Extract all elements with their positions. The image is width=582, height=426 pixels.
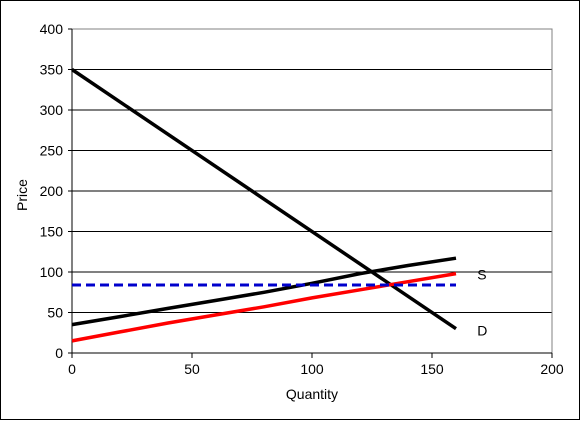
y-tick-label: 400	[40, 21, 64, 37]
x-axis-label: Quantity	[286, 386, 338, 402]
annotation-label-S: S	[477, 266, 486, 282]
y-tick-label: 100	[40, 264, 64, 280]
y-axis-label: Price	[14, 179, 30, 211]
annotation-label-D: D	[477, 322, 487, 338]
series-line-red	[71, 271, 457, 343]
x-tick-label: 50	[184, 361, 200, 377]
y-tick-label: 350	[40, 62, 64, 78]
series-lines	[71, 68, 457, 343]
x-tick-label: 150	[420, 361, 444, 377]
y-tick-label: 150	[40, 224, 64, 240]
y-tick-label: 200	[40, 183, 64, 199]
annotations: SD	[477, 266, 487, 338]
x-tick-label: 200	[540, 361, 564, 377]
series-line-D	[71, 68, 457, 331]
y-tick-label: 50	[47, 305, 63, 321]
axes	[68, 28, 553, 358]
y-tick-label: 0	[55, 345, 63, 361]
tick-labels: 0 50 100 150 200 250 300 350 400 0 50 100 150 200	[40, 21, 564, 377]
y-tick-label: 300	[40, 102, 64, 118]
x-tick-label: 100	[300, 361, 324, 377]
y-tick-label: 250	[40, 143, 64, 159]
x-tick-label: 0	[68, 361, 76, 377]
series-line-S	[71, 256, 457, 327]
